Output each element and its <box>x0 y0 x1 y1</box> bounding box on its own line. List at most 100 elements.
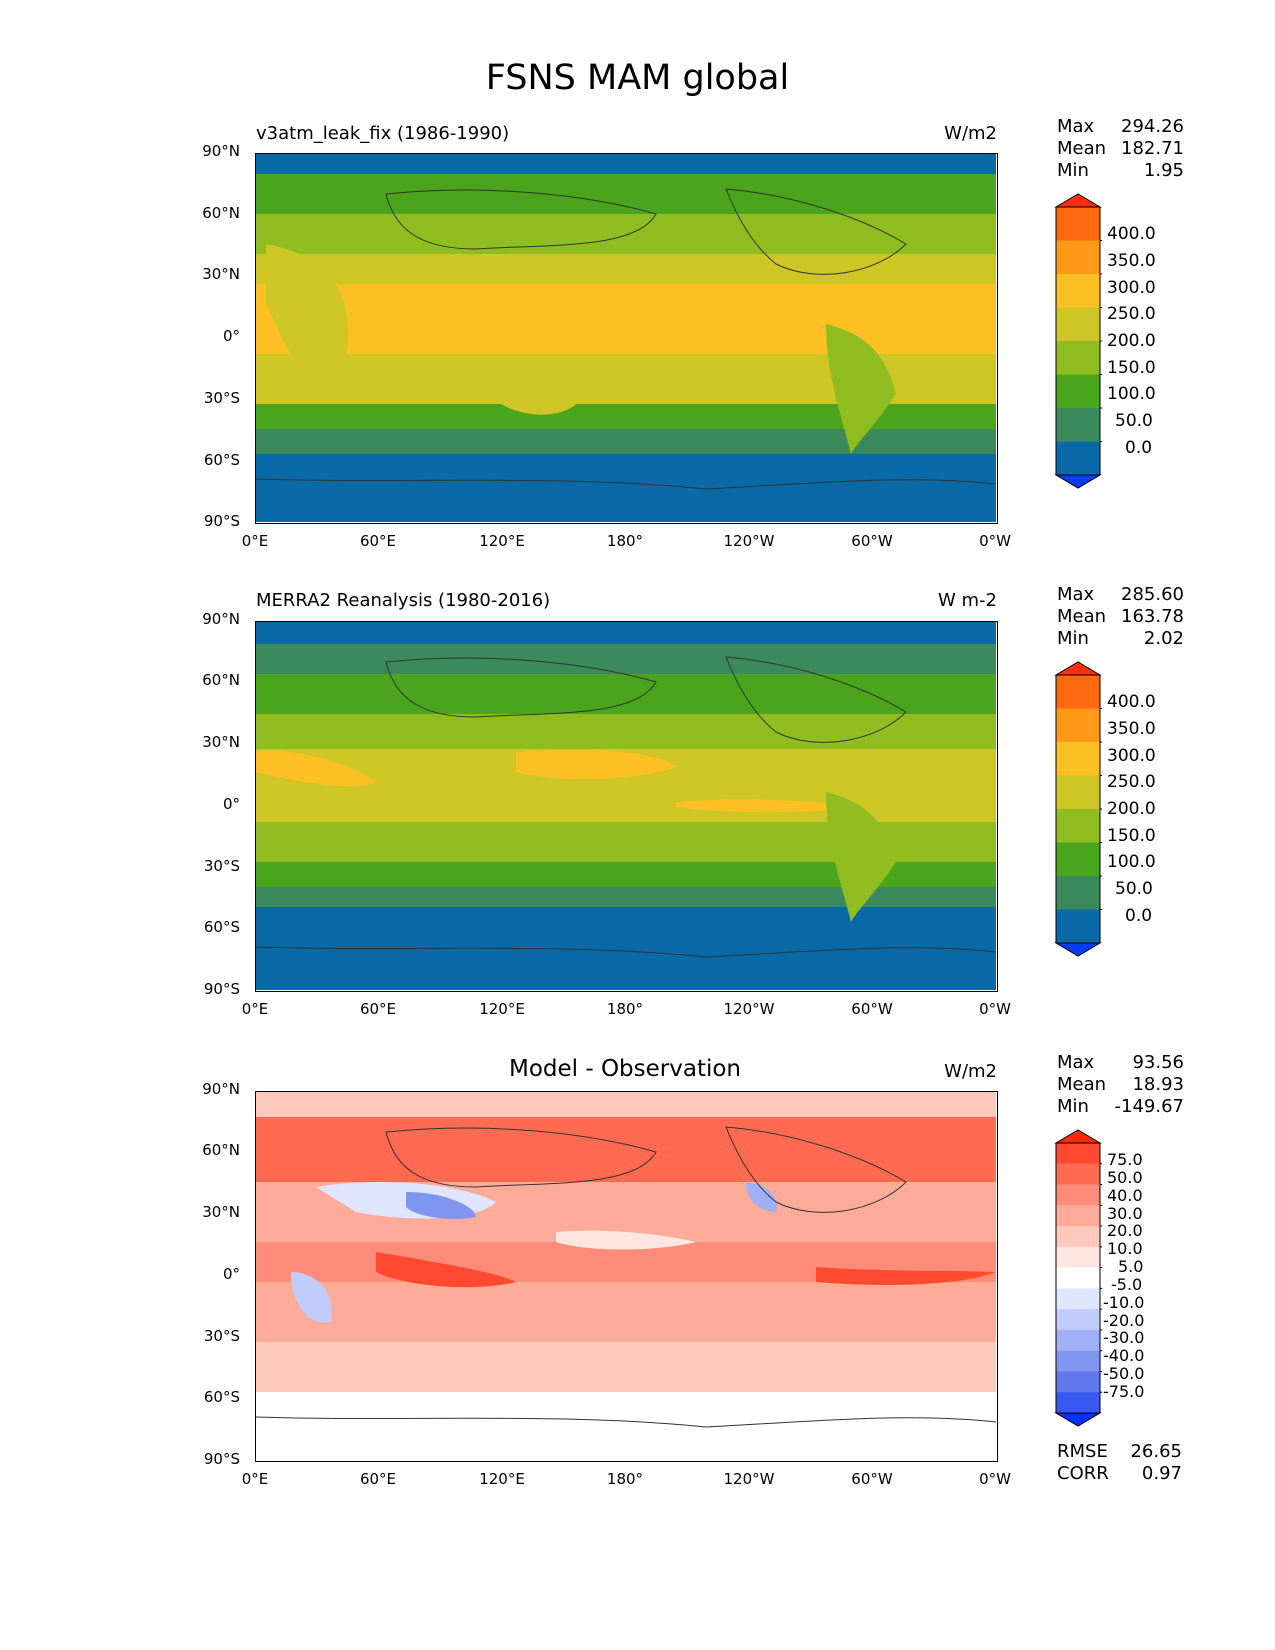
x-tick: 180° <box>606 1470 644 1488</box>
y-tick: 30°S <box>203 857 240 875</box>
colorbar-label: 40.0 <box>1107 1186 1143 1205</box>
colorbar-segment <box>1056 809 1100 843</box>
colorbar-label: 300.0 <box>1107 746 1156 766</box>
y-tick: 90°N <box>202 610 240 628</box>
metrics-box: RMSE 26.65 CORR 0.97 <box>1057 1441 1182 1485</box>
colorbar-label: -10.0 <box>1103 1293 1145 1312</box>
colorbar-label: 50.0 <box>1107 1168 1143 1187</box>
metric-rmse: 26.65 <box>1130 1441 1182 1462</box>
metric-label: RMSE <box>1057 1441 1108 1462</box>
y-tick: 90°S <box>203 980 240 998</box>
colorbar-label: 75.0 <box>1107 1150 1143 1169</box>
y-tick: 90°S <box>203 1450 240 1468</box>
colorbar-label: 50.0 <box>1115 879 1153 899</box>
colorbar-label: -30.0 <box>1103 1328 1145 1347</box>
colorbar-segment <box>1056 1350 1100 1372</box>
map-plot[interactable] <box>255 153 998 524</box>
colorbar-segment <box>1056 408 1100 442</box>
colorbar-segment <box>1056 775 1100 810</box>
colorbar-label: 100.0 <box>1107 384 1156 404</box>
colorbar-label: 200.0 <box>1107 331 1156 351</box>
y-tick: 30°N <box>202 733 240 751</box>
stats-box: Max 294.26 Mean 182.71 Min 1.95 <box>1057 116 1184 182</box>
colorbar-label: -5.0 <box>1111 1275 1143 1294</box>
y-tick: 30°N <box>202 1203 240 1221</box>
x-tick: 120°W <box>723 1470 775 1488</box>
stat-label: Max <box>1057 1052 1095 1073</box>
y-tick: 60°S <box>203 918 240 936</box>
y-tick: 0° <box>222 795 240 813</box>
colorbar-segment <box>1056 742 1100 776</box>
colorbar-extend-min <box>1054 474 1102 489</box>
map-plot[interactable] <box>255 621 998 992</box>
colorbar-label: 400.0 <box>1107 224 1156 244</box>
colorbar-label: 350.0 <box>1107 251 1156 271</box>
stat-label: Min <box>1057 1096 1089 1117</box>
colorbar-segment <box>1056 1267 1100 1289</box>
x-tick: 120°E <box>479 1470 525 1488</box>
y-tick: 60°S <box>203 1388 240 1406</box>
colorbar-label: 400.0 <box>1107 692 1156 712</box>
colorbar-label: -75.0 <box>1103 1382 1145 1401</box>
colorbar-label: 0.0 <box>1125 906 1153 926</box>
colorbar-label: 200.0 <box>1107 799 1156 819</box>
colorbar-label: -20.0 <box>1103 1311 1145 1330</box>
colorbar-segment <box>1056 341 1100 375</box>
x-tick: 0°W <box>979 1000 1011 1018</box>
colorbar-segment <box>1056 708 1100 743</box>
difference-field-map <box>256 1092 996 1460</box>
y-tick: 0° <box>222 327 240 345</box>
colorbar-segment <box>1056 1226 1100 1248</box>
colorbar-label: 30.0 <box>1107 1204 1143 1223</box>
colorbar <box>1054 193 1102 489</box>
stat-mean: 18.93 <box>1132 1074 1184 1095</box>
y-tick: 60°S <box>203 451 240 469</box>
stat-mean: 163.78 <box>1121 606 1184 627</box>
stat-min: 2.02 <box>1143 628 1184 649</box>
y-tick: 90°N <box>202 142 240 160</box>
y-tick: 30°N <box>202 265 240 283</box>
x-tick: 120°E <box>479 1000 525 1018</box>
x-tick: 0°W <box>979 1470 1011 1488</box>
x-tick: 60°E <box>359 1470 397 1488</box>
observation-field-map <box>256 622 996 990</box>
x-tick: 0°E <box>241 532 269 550</box>
stat-max: 285.60 <box>1121 584 1184 605</box>
y-tick: 60°N <box>202 671 240 689</box>
stat-min: 1.95 <box>1143 160 1184 181</box>
model-field-map <box>256 154 996 522</box>
y-tick: 90°N <box>202 1080 240 1098</box>
y-tick: 60°N <box>202 204 240 222</box>
panel-units: W m-2 <box>937 590 997 611</box>
colorbar-label: 5.0 <box>1118 1257 1144 1276</box>
colorbar-segment <box>1056 240 1100 275</box>
colorbar-label: 250.0 <box>1107 772 1156 792</box>
colorbar-label: 10.0 <box>1107 1239 1143 1258</box>
colorbar <box>1054 1129 1102 1427</box>
x-tick: 0°E <box>241 1000 269 1018</box>
colorbar-segment <box>1056 1309 1100 1331</box>
colorbar-label: 150.0 <box>1107 358 1156 378</box>
colorbar-segment <box>1056 307 1100 342</box>
stat-label: Max <box>1057 584 1095 605</box>
map-plot[interactable] <box>255 1091 998 1462</box>
colorbar <box>1054 661 1102 957</box>
x-tick: 60°E <box>359 532 397 550</box>
x-tick: 60°W <box>851 532 893 550</box>
stat-label: Mean <box>1057 138 1107 159</box>
colorbar-label: 300.0 <box>1107 278 1156 298</box>
stat-label: Mean <box>1057 606 1107 627</box>
colorbar-outline <box>1055 1142 1101 1414</box>
colorbar-segment <box>1056 207 1100 241</box>
y-tick: 0° <box>222 1265 240 1283</box>
stat-min: -149.67 <box>1114 1096 1184 1117</box>
colorbar-segment <box>1056 1163 1100 1186</box>
panel-title: Model - Observation <box>508 1056 742 1082</box>
x-tick: 60°W <box>851 1000 893 1018</box>
colorbar-segment <box>1056 842 1100 877</box>
metric-label: CORR <box>1057 1463 1109 1484</box>
colorbar-segment <box>1056 1246 1100 1269</box>
colorbar-segment <box>1056 1288 1100 1310</box>
y-tick: 60°N <box>202 1141 240 1159</box>
x-tick: 120°W <box>723 532 775 550</box>
